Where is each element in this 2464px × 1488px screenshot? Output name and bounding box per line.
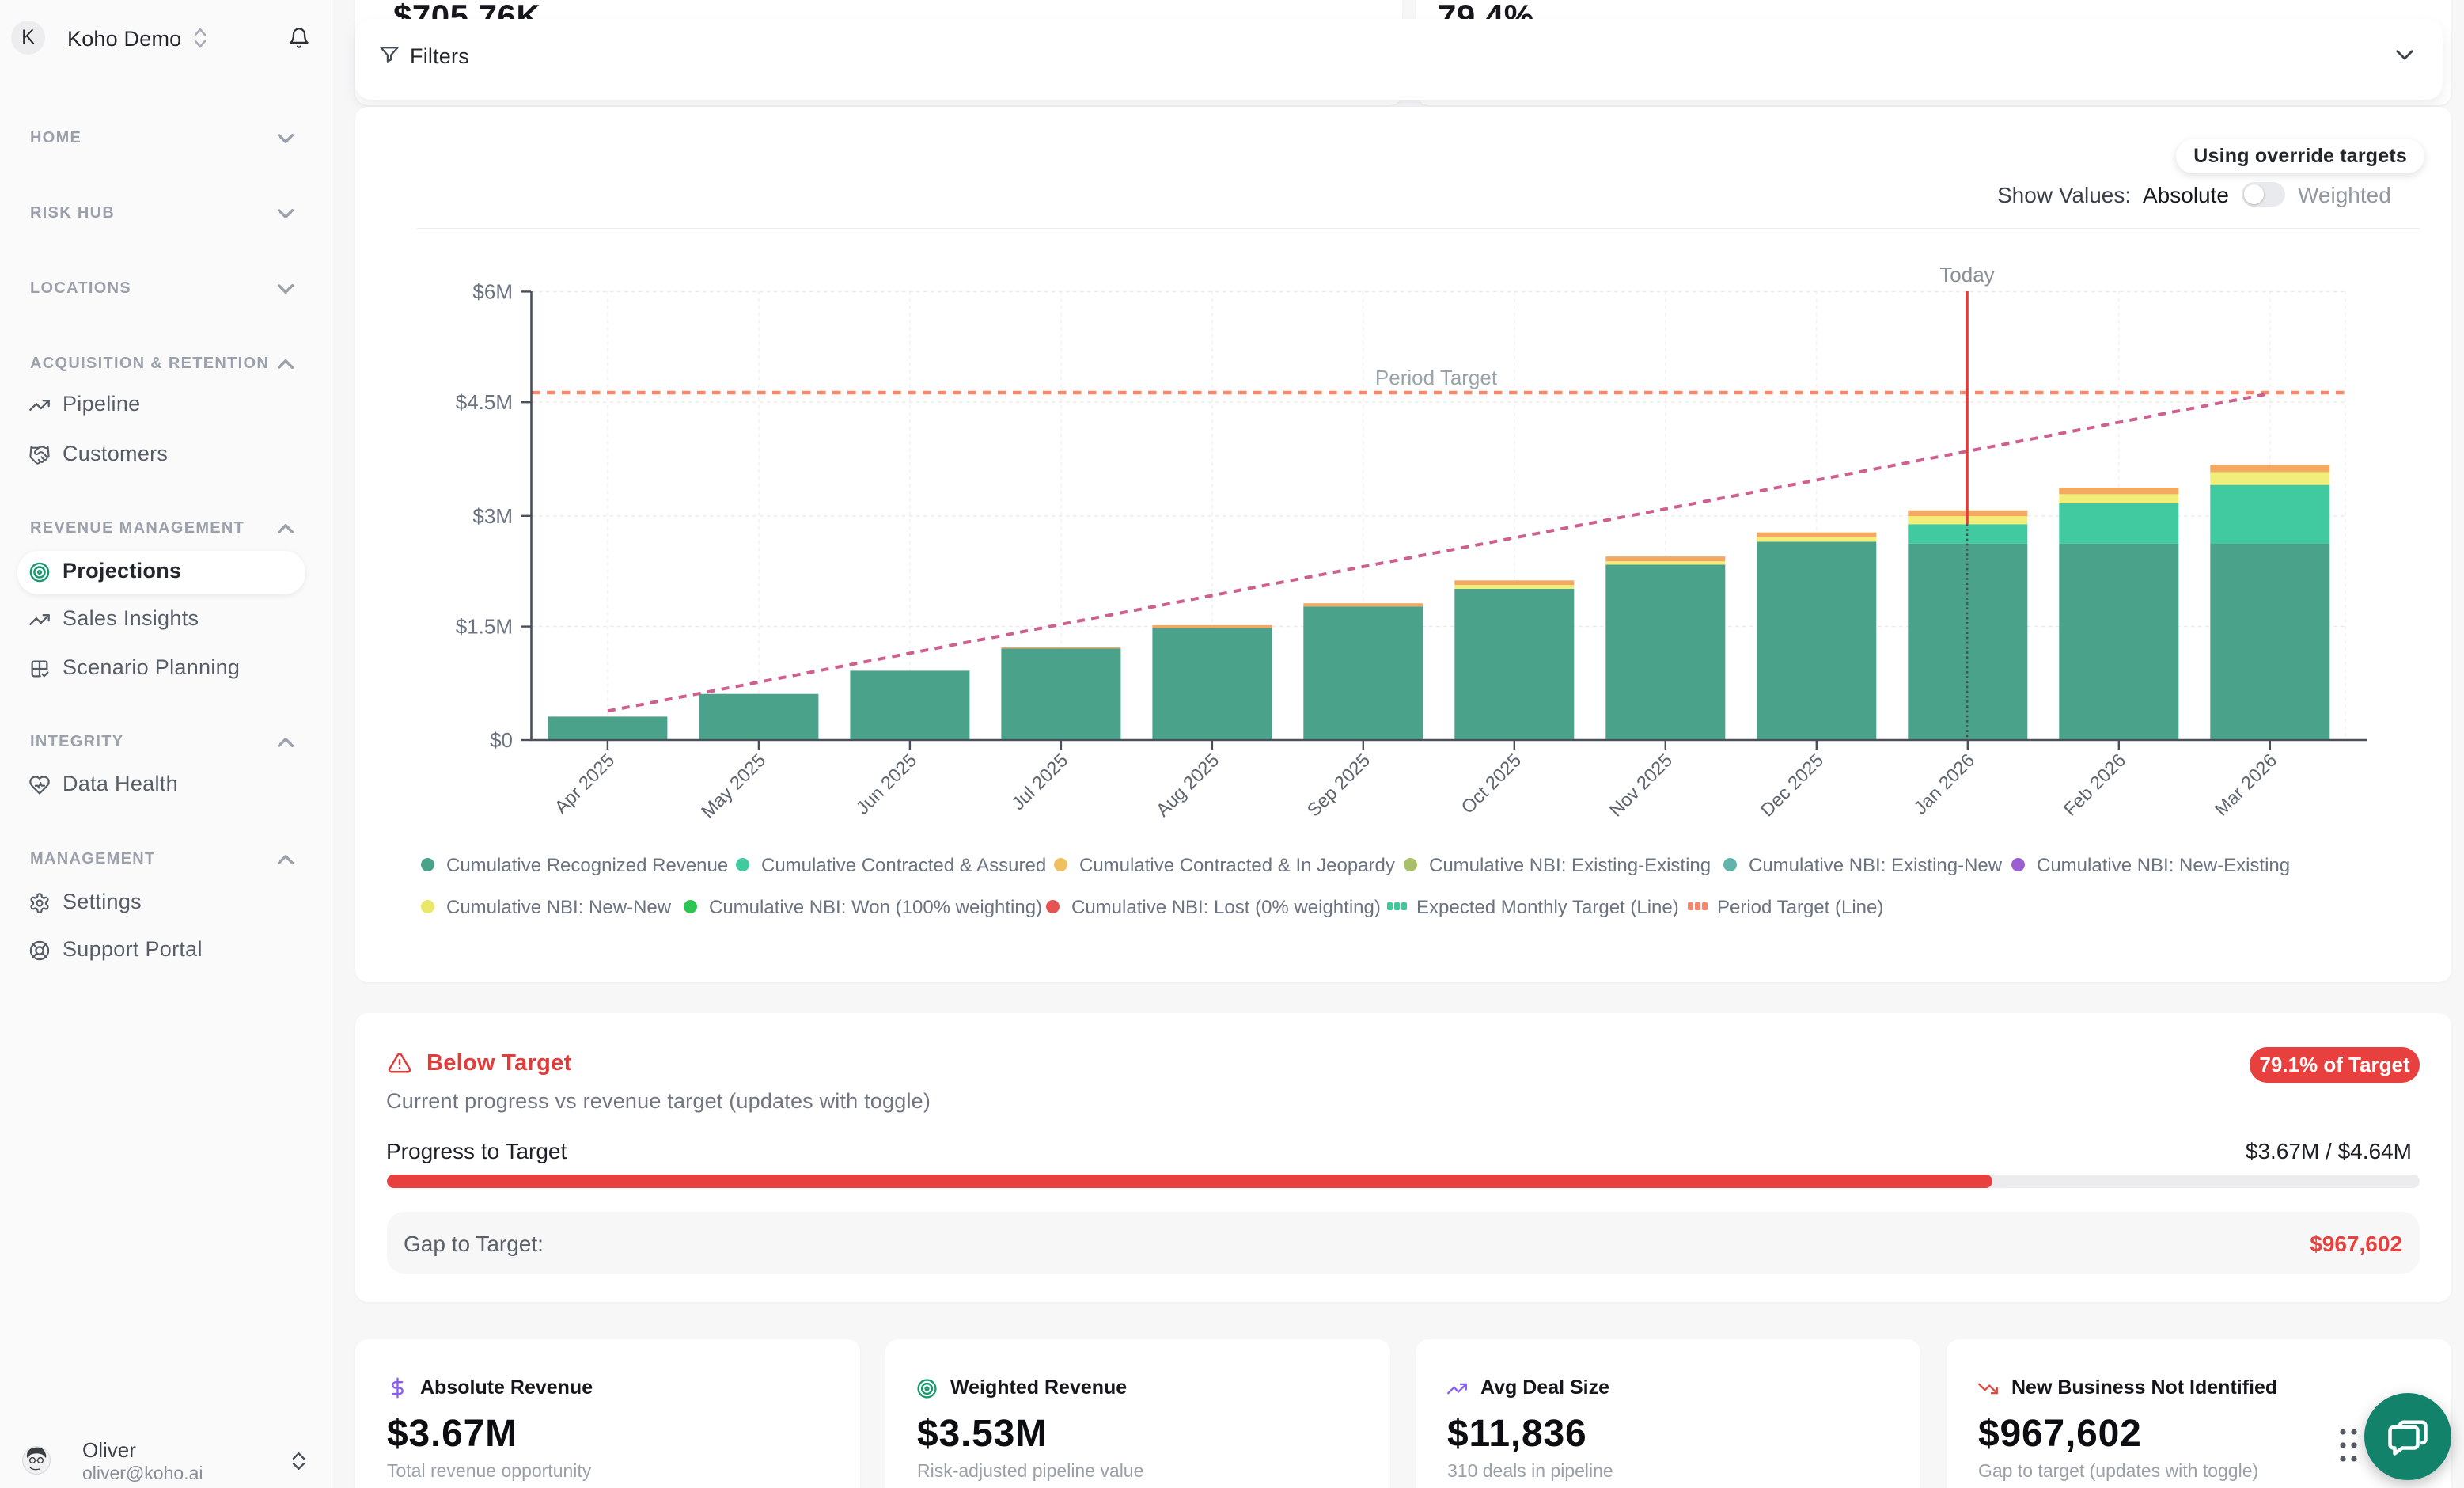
svg-text:Today: Today xyxy=(1939,263,1994,287)
svg-text:Aug 2025: Aug 2025 xyxy=(1152,750,1223,821)
svg-text:Sep 2025: Sep 2025 xyxy=(1303,750,1374,821)
svg-text:$1.5M: $1.5M xyxy=(456,615,513,639)
svg-text:May 2025: May 2025 xyxy=(697,750,769,822)
svg-text:Jul 2025: Jul 2025 xyxy=(1007,750,1071,814)
svg-text:$6M: $6M xyxy=(472,279,513,303)
svg-text:Jan 2026: Jan 2026 xyxy=(1910,750,1979,818)
svg-text:Apr 2025: Apr 2025 xyxy=(551,750,619,818)
svg-text:Mar 2026: Mar 2026 xyxy=(2211,750,2281,820)
svg-text:Jun 2025: Jun 2025 xyxy=(852,750,921,818)
svg-text:Nov 2025: Nov 2025 xyxy=(1605,750,1677,821)
svg-text:$4.5M: $4.5M xyxy=(456,390,513,414)
svg-text:Feb 2026: Feb 2026 xyxy=(2060,750,2130,820)
svg-text:Oct 2025: Oct 2025 xyxy=(1458,750,1526,818)
svg-text:$3M: $3M xyxy=(472,504,513,528)
svg-text:Dec 2025: Dec 2025 xyxy=(1757,750,1828,821)
svg-text:Period Target: Period Target xyxy=(1375,366,1498,389)
svg-text:$0: $0 xyxy=(490,728,513,752)
